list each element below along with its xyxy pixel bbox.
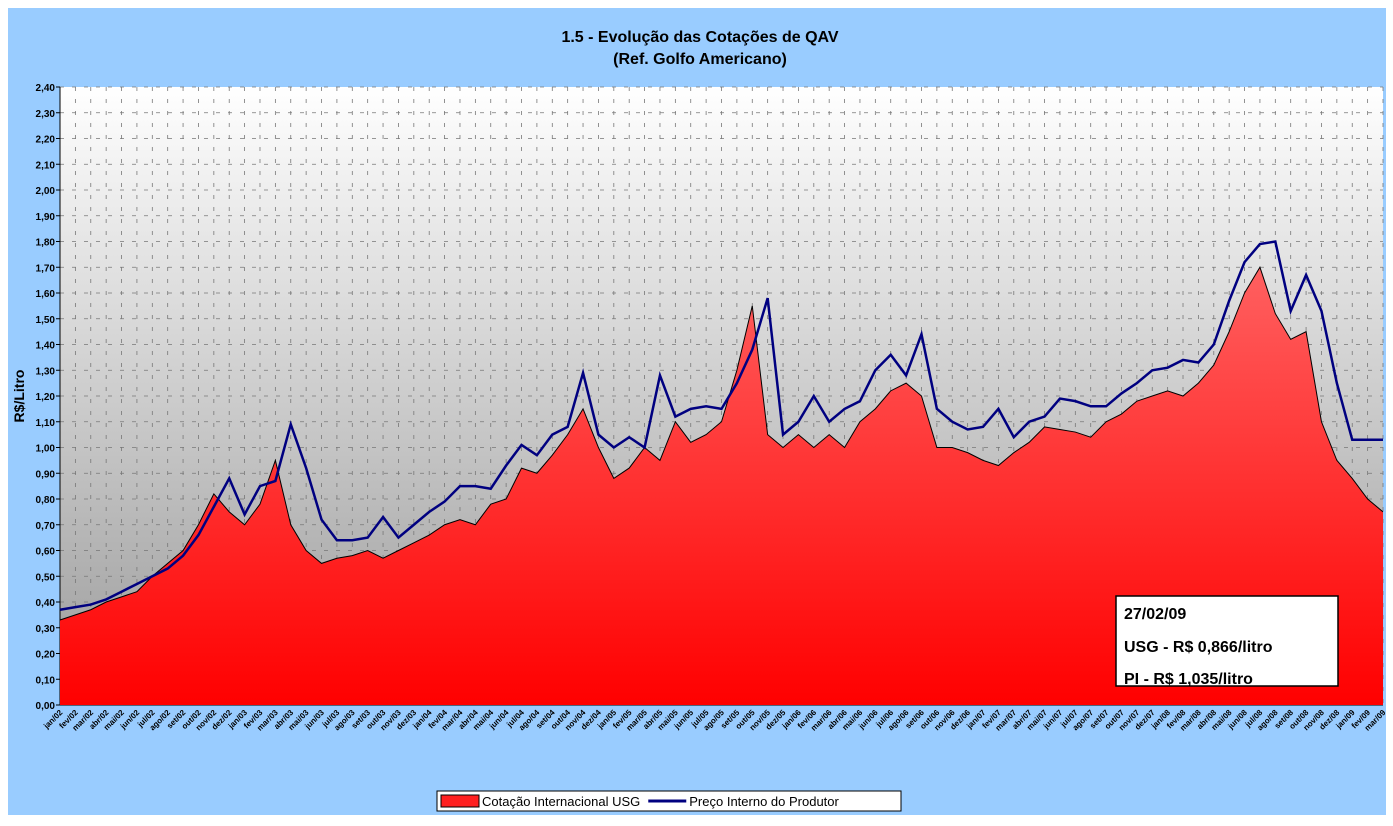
annotation-box — [1115, 595, 1339, 687]
y-tick-label: 2,30 — [36, 109, 56, 120]
y-tick-label: 1,90 — [36, 212, 56, 223]
y-tick-label: 1,10 — [36, 418, 56, 429]
y-tick-label: 1,80 — [36, 238, 56, 249]
area-line — [59, 266, 1384, 621]
legend-swatch — [440, 794, 480, 808]
chart-subtitle: (Ref. Golfo Americano) — [613, 51, 787, 68]
y-tick-label: 1,70 — [36, 263, 56, 274]
y-tick-label: 1,20 — [36, 392, 56, 403]
y-tick-label: 0,50 — [36, 572, 56, 583]
legend-label: Preço Interno do Produtor — [689, 794, 839, 809]
y-tick-label: 0,30 — [36, 624, 56, 635]
y-tick-label: 1,50 — [36, 315, 56, 326]
y-axis-label: R$/Litro — [11, 370, 27, 423]
chart-title: 1.5 - Evolução das Cotações de QAV — [561, 29, 838, 46]
y-tick-label: 0,80 — [36, 495, 56, 506]
y-tick-label: 1,60 — [36, 289, 56, 300]
y-tick-label: 2,10 — [36, 160, 56, 171]
y-tick-label: 0,10 — [36, 675, 56, 686]
y-tick-label: 1,40 — [36, 341, 56, 352]
y-tick-label: 2,40 — [36, 83, 56, 94]
y-tick-label: 1,00 — [36, 444, 56, 455]
y-tick-label: 0,40 — [36, 598, 56, 609]
y-tick-label: 2,20 — [36, 135, 56, 146]
y-tick-label: 0,60 — [36, 547, 56, 558]
y-tick-label: 2,00 — [36, 186, 56, 197]
y-tick-label: 0,70 — [36, 521, 56, 532]
annotation-line: PI - R$ 1,035/litro — [1124, 671, 1253, 688]
series-line — [59, 240, 1383, 611]
annotation-line: 27/02/09 — [1124, 606, 1186, 623]
legend-label: Cotação Internacional USG — [482, 794, 640, 809]
y-tick-label: 0,90 — [36, 469, 56, 480]
y-tick-label: 0,00 — [36, 701, 56, 712]
annotation-line: USG - R$ 0,866/litro — [1124, 639, 1273, 656]
y-tick-label: 0,20 — [36, 650, 56, 661]
area-fill — [60, 267, 1383, 705]
y-tick-label: 1,30 — [36, 366, 56, 377]
